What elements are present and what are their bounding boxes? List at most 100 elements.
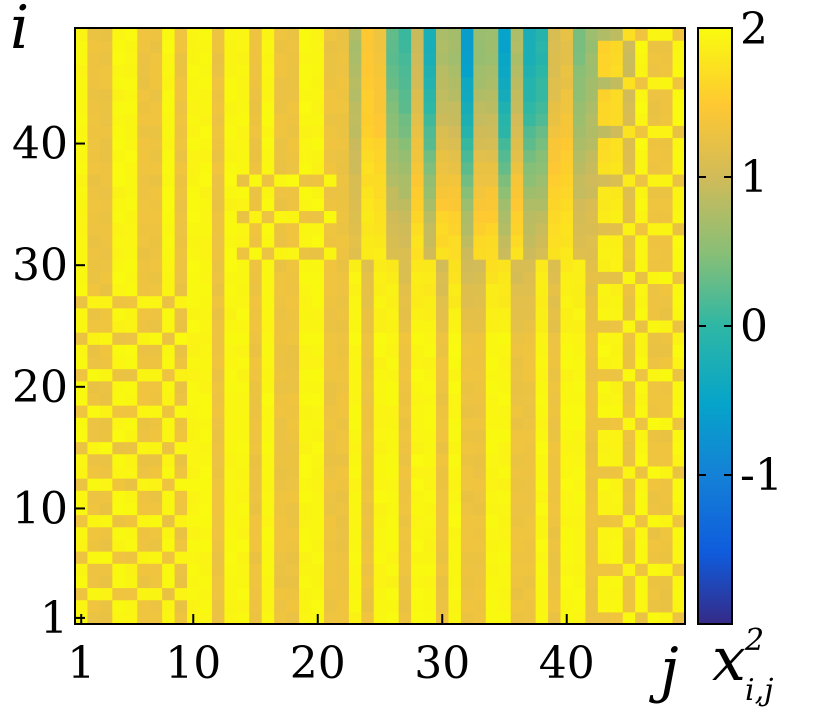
heatmap-cell	[411, 538, 425, 552]
heatmap-cell	[249, 514, 263, 528]
heatmap-cell	[249, 441, 263, 455]
heatmap-cell	[635, 526, 649, 540]
heatmap-cell	[411, 210, 425, 224]
heatmap-cell	[411, 465, 425, 479]
heatmap-cell	[75, 28, 89, 41]
heatmap-cell	[386, 319, 400, 333]
heatmap-cell	[124, 234, 138, 248]
heatmap-cell	[473, 575, 487, 589]
heatmap-cell	[535, 429, 549, 443]
heatmap-cell	[112, 307, 126, 321]
heatmap-cell	[87, 441, 101, 455]
heatmap-cell	[162, 198, 176, 212]
heatmap-cell	[597, 599, 611, 613]
heatmap-cell	[149, 405, 163, 418]
heatmap-cell	[473, 453, 487, 467]
heatmap-cell	[137, 587, 151, 601]
heatmap-cell	[124, 222, 138, 236]
heatmap-cell	[299, 319, 313, 333]
heatmap-cell	[436, 186, 450, 199]
heatmap-cell	[635, 453, 649, 467]
heatmap-cell	[423, 392, 437, 406]
heatmap-cell	[411, 514, 425, 528]
heatmap-cell	[211, 40, 225, 53]
heatmap-cell	[112, 234, 126, 248]
heatmap-cell	[87, 599, 101, 613]
heatmap-cell	[286, 599, 300, 613]
heatmap-cell	[336, 125, 350, 139]
heatmap-cell	[137, 137, 151, 151]
heatmap-cell	[510, 234, 524, 248]
heatmap-cell	[436, 149, 450, 163]
heatmap-cell	[448, 319, 462, 333]
heatmap-cell	[498, 538, 512, 552]
heatmap-cell	[647, 307, 661, 321]
heatmap-cell	[286, 478, 300, 491]
heatmap-cell	[187, 222, 201, 236]
heatmap-cell	[336, 173, 350, 187]
heatmap-cell	[672, 295, 686, 309]
heatmap-cell	[510, 611, 524, 625]
heatmap-cell	[99, 137, 113, 151]
heatmap-cell	[361, 295, 375, 309]
heatmap-cell	[473, 429, 487, 443]
heatmap-cell	[386, 88, 400, 102]
heatmap-cell	[373, 234, 387, 248]
heatmap-cell	[99, 210, 113, 224]
heatmap-cell	[75, 514, 89, 528]
heatmap-cell	[572, 611, 587, 625]
heatmap-cell	[336, 429, 350, 443]
heatmap-cell	[597, 161, 611, 175]
heatmap-cell	[560, 137, 574, 151]
heatmap-cell	[523, 538, 537, 552]
heatmap-cell	[448, 599, 462, 613]
heatmap-cell	[286, 40, 300, 53]
heatmap-cell	[498, 526, 512, 540]
heatmap-cell	[548, 599, 562, 613]
heatmap-cell	[348, 137, 362, 151]
heatmap-cell	[112, 76, 126, 90]
heatmap-cell	[485, 490, 499, 503]
heatmap-cell	[473, 210, 487, 224]
heatmap-cell	[597, 64, 611, 78]
heatmap-cell	[162, 417, 176, 430]
heatmap-cell	[187, 113, 201, 126]
heatmap-cell	[249, 295, 263, 309]
heatmap-cell	[75, 429, 89, 443]
heatmap-cell	[585, 599, 599, 613]
heatmap-cell	[448, 28, 462, 41]
heatmap-cell	[162, 186, 176, 199]
heatmap-cell	[585, 490, 599, 503]
heatmap-cell	[572, 40, 587, 53]
heatmap-cell	[510, 283, 524, 297]
heatmap-cell	[261, 538, 275, 552]
heatmap-cell	[423, 599, 437, 613]
heatmap-cell	[211, 319, 225, 333]
heatmap-cell	[274, 380, 288, 394]
heatmap-cell	[597, 295, 611, 309]
heatmap-cell	[635, 113, 649, 126]
heatmap-cell	[211, 149, 225, 163]
heatmap-cell	[610, 514, 624, 528]
heatmap-cell	[174, 64, 188, 78]
heatmap-cell	[87, 173, 101, 187]
heatmap-cell	[199, 283, 213, 297]
heatmap-cell	[473, 441, 487, 455]
heatmap-cell	[274, 441, 288, 455]
heatmap-cell	[647, 417, 661, 430]
heatmap-cell	[137, 198, 151, 212]
heatmap-cell	[236, 332, 250, 345]
heatmap-cell	[386, 173, 400, 187]
heatmap-cell	[485, 125, 499, 139]
heatmap-cell	[635, 356, 649, 370]
heatmap-cell	[274, 563, 288, 576]
heatmap-cell	[274, 259, 288, 272]
heatmap-cell	[373, 198, 387, 212]
heatmap-cell	[460, 76, 474, 90]
heatmap-cell	[149, 514, 163, 528]
heatmap-cell	[523, 271, 537, 285]
heatmap-cell	[249, 113, 263, 126]
heatmap-cell	[112, 40, 126, 53]
heatmap-cell	[510, 587, 524, 601]
heatmap-cell	[311, 210, 325, 224]
